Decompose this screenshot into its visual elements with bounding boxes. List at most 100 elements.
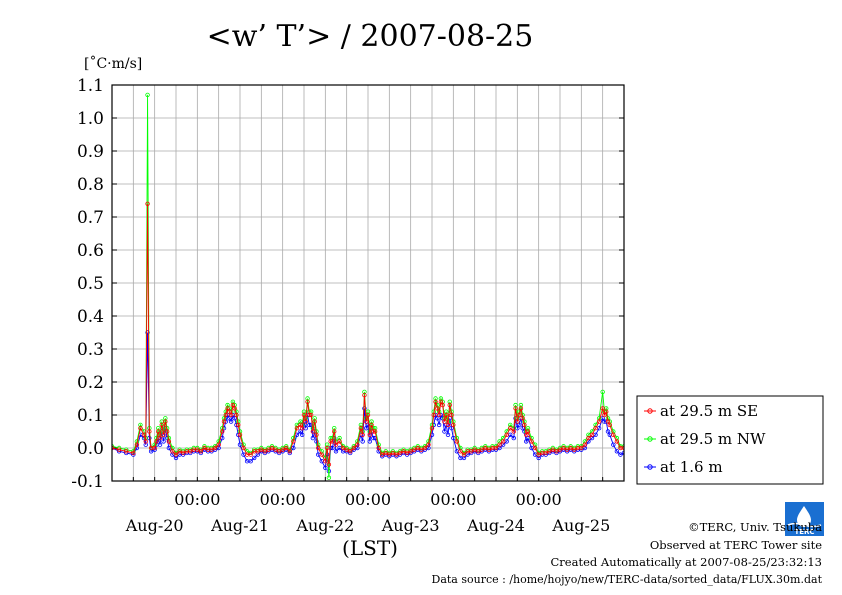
data-point [348,449,353,454]
legend-swatch-marker [647,464,653,470]
x-tick-time-label: 00:00 [174,490,220,509]
data-point [516,422,522,428]
data-point [333,442,339,447]
legend-label: at 29.5 m SE [660,402,758,420]
data-point [212,445,218,451]
data-point [303,419,308,424]
legend-label: at 1.6 m [660,458,723,476]
data-point [621,445,624,451]
data-point [568,445,573,451]
data-point [362,393,367,398]
data-point [232,416,237,421]
data-point [252,455,257,461]
data-point [308,412,314,418]
data-point [248,452,253,457]
data-point [525,429,531,434]
data-point [147,429,152,434]
data-point [461,452,467,457]
data-point [380,452,385,457]
data-point [145,201,150,206]
data-point [157,442,163,447]
data-point [124,449,129,454]
data-point [429,426,435,431]
x-tick-time-label: 00:00 [430,490,476,509]
x-tick-time-label: 00:00 [345,490,391,509]
data-point [300,432,305,437]
data-point [316,445,321,451]
data-point [524,439,529,444]
data-point [516,412,522,418]
y-tick-label: 0.1 [77,406,104,426]
data-point [220,429,225,434]
data-point [328,439,333,444]
data-point [259,447,264,452]
y-tick-label: 0.7 [77,208,104,228]
x-axis-ticks: 00:00 00:00 00:00 00:00 00:00 Aug-20 Aug-21 Aug… [125,477,610,535]
data-point [177,449,182,454]
x-tick-date-label: Aug-21 [210,516,269,535]
data-point [301,412,307,418]
data-point [515,419,520,424]
data-point [486,447,492,452]
data-point [621,450,624,456]
data-point [198,449,204,454]
data-point [209,447,214,452]
credit-observed: Observed at TERC Tower site [650,538,822,552]
data-point [422,445,428,451]
data-point [364,426,369,431]
data-point [458,449,463,454]
data-point [161,432,166,437]
data-point [532,445,538,451]
data-point [476,449,481,454]
x-tick-time-label: 00:00 [516,490,562,509]
chart-title: <w’ T’> / 2007-08-25 [207,19,534,54]
data-point [520,426,525,431]
data-point [141,432,147,437]
data-point [449,412,454,418]
data-point [326,475,332,480]
data-point [614,449,620,454]
data-point [280,447,285,452]
data-point [273,447,278,452]
data-point [435,416,440,421]
data-point [225,406,230,411]
data-point [287,449,292,454]
data-point [228,412,234,418]
data-point [284,445,289,451]
data-point [621,444,624,449]
data-point [371,429,376,434]
legend: at 29.5 m SE at 29.5 m NW at 1.6 m [636,395,824,485]
legend-label: at 29.5 m NW [660,430,766,448]
data-point [312,419,317,424]
data-point [500,439,506,444]
data-point [248,459,253,464]
data-point [116,447,122,452]
data-point [227,409,232,414]
data-point [445,432,451,437]
data-point [298,429,303,434]
y-tick-label: 0.3 [77,340,104,360]
data-point [394,452,399,457]
data-point [524,432,529,437]
data-point [600,406,605,411]
data-point [522,422,527,428]
data-point [307,412,312,418]
data-point [360,432,365,437]
data-point [276,449,282,454]
data-point [435,406,440,411]
data-point [582,442,588,447]
data-point [163,419,168,424]
data-point [564,447,570,452]
data-point [112,444,115,449]
data-point [323,459,328,464]
data-point [367,432,372,437]
data-point [223,412,228,418]
data-point [314,439,319,444]
data-point [344,447,349,452]
data-point [333,449,339,454]
data-point [614,439,620,444]
legend-box [636,395,824,485]
data-point [511,435,516,441]
data-point [236,422,241,428]
data-point [241,445,246,451]
